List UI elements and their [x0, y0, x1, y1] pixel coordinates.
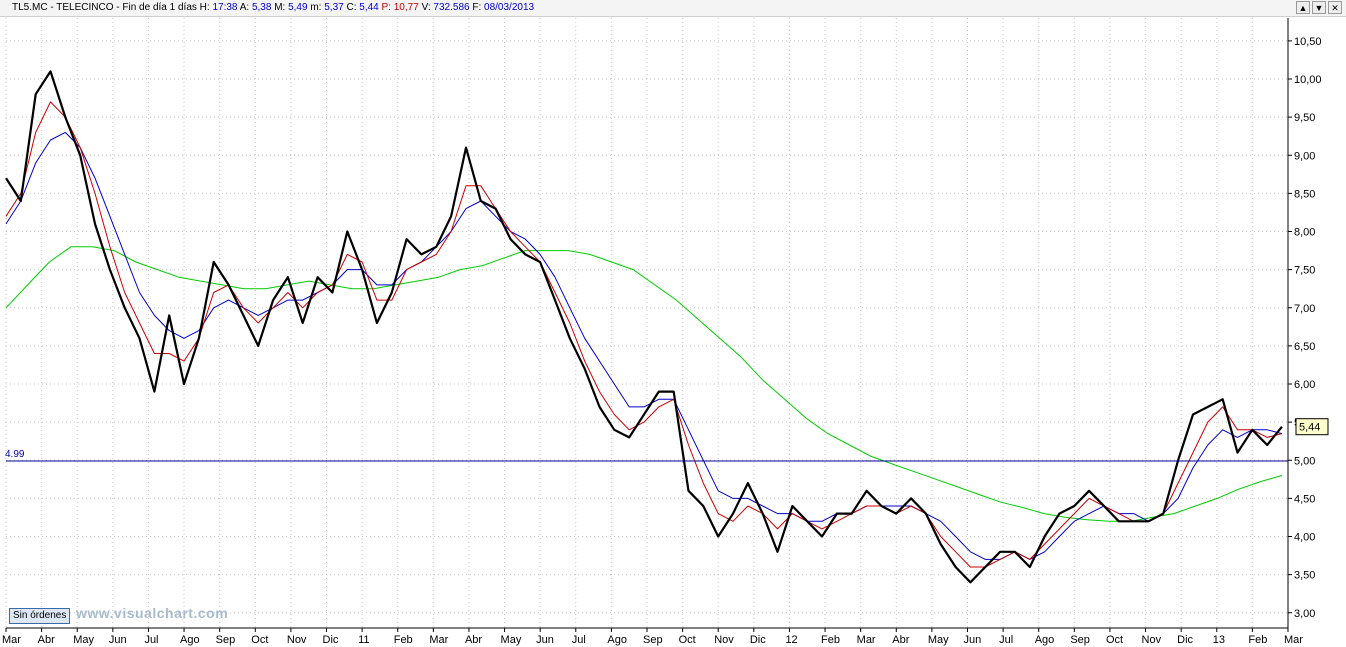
y-tick-label: 9,50	[1294, 112, 1315, 124]
x-tick-label: May	[928, 634, 949, 646]
y-tick-label: 6,00	[1294, 379, 1315, 391]
last-price-box	[1295, 418, 1329, 436]
orders-button[interactable]: Sin órdenes	[9, 608, 71, 624]
chart-axes: 10,50 10,00 9,50 9,00 8,50 8,00 7,50 7,00 6,50 6,…	[2, 18, 1329, 646]
high-value: 5,49	[288, 2, 308, 13]
y-tick-label: 8,00	[1294, 227, 1315, 239]
x-tick-label: Jul	[144, 634, 158, 646]
y-tick-label: 7,50	[1294, 265, 1315, 277]
reference-line-label: 4.99	[5, 449, 25, 460]
x-tick-label: Oct	[251, 634, 268, 646]
x-tick-label: Mar	[857, 634, 876, 646]
close-label: C:	[346, 2, 357, 13]
percent-value: 10,77	[393, 2, 419, 13]
chart-header: TL5.MC - TELECINCO - Fin de día 1 días H…	[0, 0, 1346, 17]
scroll-up-button[interactable]: ▲	[1296, 1, 1310, 14]
chart-grid	[5, 18, 1289, 628]
date-label: F:	[472, 2, 482, 13]
series-price	[5, 70, 1283, 584]
time-label: H:	[199, 2, 210, 13]
y-tick-label: 3,00	[1294, 608, 1315, 620]
x-tick-label: 13	[1213, 634, 1225, 646]
symbol-title: TL5.MC - TELECINCO - Fin de día 1 días	[12, 2, 197, 13]
y-tick-label: 7,00	[1294, 303, 1315, 315]
window-buttons: ▲ ▼ ✕	[1296, 1, 1342, 15]
x-tick-label: May	[73, 634, 94, 646]
x-tick-label: Oct	[679, 634, 696, 646]
y-tick-label: 4,00	[1294, 532, 1315, 544]
percent-label: P:	[381, 2, 391, 13]
series-ma-short	[5, 101, 1283, 568]
scroll-down-button[interactable]: ▼	[1312, 1, 1326, 14]
low-label: m:	[310, 2, 322, 13]
x-tick-label: Oct	[1106, 634, 1123, 646]
x-tick-label: Abr	[38, 634, 55, 646]
y-tick-label: 3,50	[1294, 570, 1315, 582]
x-tick-label: Dic	[323, 634, 339, 646]
x-tick-label: Dic	[750, 634, 766, 646]
x-tick-label: Feb	[1248, 634, 1267, 646]
y-tick-label: 10,00	[1294, 74, 1322, 86]
y-tick-label: 6,50	[1294, 341, 1315, 353]
low-value: 5,37	[324, 2, 344, 13]
x-tick-label: Abr	[465, 634, 482, 646]
x-tick-label: Feb	[394, 634, 413, 646]
x-tick-label: Jun	[964, 634, 982, 646]
x-tick-label: Ago	[607, 634, 627, 646]
chart-series	[5, 70, 1283, 584]
x-tick-label: May	[501, 634, 522, 646]
date-value: 08/03/2013	[484, 2, 535, 13]
y-tick-label: 4,50	[1294, 493, 1315, 505]
y-tick-label: 9,00	[1294, 150, 1315, 162]
x-tick-label: Mar	[1284, 634, 1303, 646]
x-tick-label: Jun	[536, 634, 554, 646]
x-tick-label: Mar	[2, 634, 21, 646]
y-tick-label: 8,50	[1294, 188, 1315, 200]
high-label: M:	[274, 2, 286, 13]
x-tick-label: Nov	[287, 634, 307, 646]
x-tick-label: Mar	[429, 634, 448, 646]
x-tick-label: Jul	[999, 634, 1013, 646]
x-tick-label: Ago	[180, 634, 200, 646]
x-tick-label: 11	[358, 634, 369, 646]
x-tick-label: Nov	[1142, 634, 1162, 646]
x-tick-label: Sep	[1070, 634, 1090, 646]
x-tick-label: Jun	[109, 634, 127, 646]
x-tick-label: Jul	[572, 634, 586, 646]
time-value: 17:38	[212, 2, 238, 13]
volume-value: 732.586	[433, 2, 470, 13]
x-tick-label: Sep	[643, 634, 663, 646]
y-tick-label: 5,00	[1294, 455, 1315, 467]
volume-label: V:	[421, 2, 431, 13]
y-tick-label: 10,50	[1294, 36, 1322, 48]
close-button[interactable]: ✕	[1328, 1, 1342, 14]
series-ma-mid	[5, 131, 1283, 560]
x-tick-label: 12	[785, 634, 797, 646]
x-tick-label: Sep	[216, 634, 236, 646]
x-tick-label: Abr	[892, 634, 909, 646]
open-value: 5,38	[251, 2, 272, 13]
last-price-label: 5,44	[1299, 422, 1320, 434]
reference-line-group: 4.99	[5, 449, 1288, 462]
x-tick-label: Nov	[714, 634, 734, 646]
x-tick-label: Ago	[1035, 634, 1055, 646]
series-ma-long	[5, 246, 1283, 522]
watermark: www.visualchart.com	[76, 605, 229, 621]
x-tick-label: Feb	[821, 634, 840, 646]
x-tick-label: Dic	[1177, 634, 1193, 646]
open-label: A:	[239, 2, 250, 13]
close-value: 5,44	[359, 2, 379, 13]
